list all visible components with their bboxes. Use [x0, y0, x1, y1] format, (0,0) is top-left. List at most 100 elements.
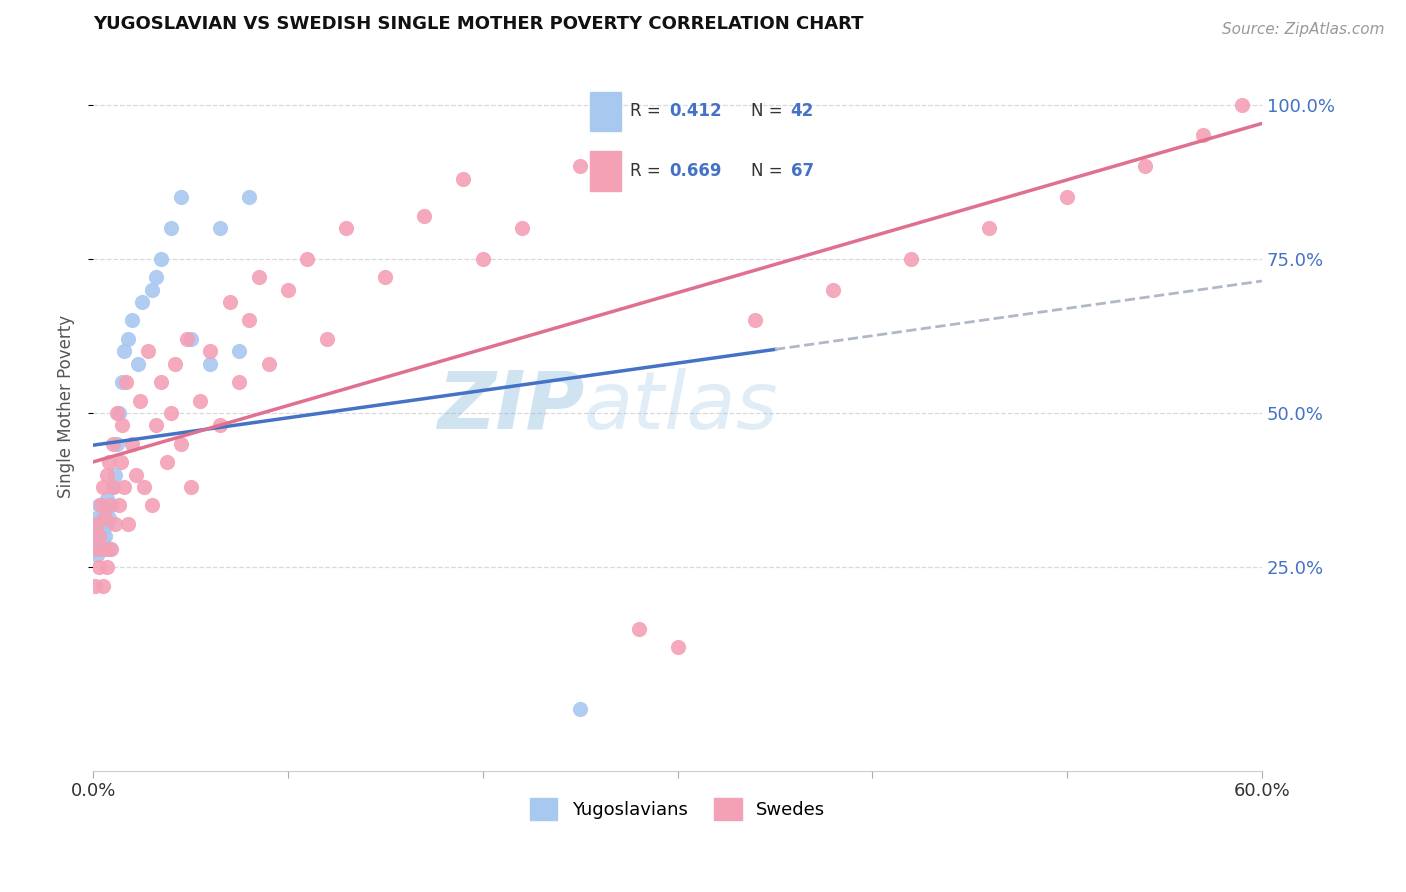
Point: [97, 511, 120, 525]
Point: [180, 480, 202, 494]
Point: [156, 455, 179, 469]
Point: [111, 375, 134, 389]
Point: [86, 516, 108, 531]
Point: [125, 467, 148, 482]
Point: [84, 541, 107, 556]
Point: [900, 252, 922, 266]
Point: [160, 406, 183, 420]
Point: [510, 221, 533, 235]
Point: [91, 480, 114, 494]
Text: Source: ZipAtlas.com: Source: ZipAtlas.com: [1222, 22, 1385, 37]
Point: [150, 375, 173, 389]
Point: [121, 437, 143, 451]
Point: [121, 313, 143, 327]
Point: [744, 313, 766, 327]
Point: [117, 332, 139, 346]
Point: [100, 499, 122, 513]
Point: [141, 283, 163, 297]
Point: [91, 579, 114, 593]
Point: [91, 511, 114, 525]
Point: [94, 505, 117, 519]
Point: [297, 252, 319, 266]
Point: [90, 541, 112, 556]
Point: [112, 344, 135, 359]
Point: [87, 560, 110, 574]
Point: [335, 221, 357, 235]
Point: [87, 529, 110, 543]
Point: [180, 332, 202, 346]
Point: [115, 375, 138, 389]
Point: [190, 393, 212, 408]
Point: [132, 480, 155, 494]
Point: [129, 393, 152, 408]
Point: [208, 221, 231, 235]
Point: [208, 418, 231, 433]
Point: [141, 499, 163, 513]
Point: [136, 344, 159, 359]
Point: [111, 418, 134, 433]
Point: [569, 702, 592, 716]
Point: [97, 541, 120, 556]
Point: [87, 499, 110, 513]
Point: [666, 640, 689, 655]
Point: [170, 190, 193, 204]
Point: [107, 406, 129, 420]
Point: [100, 541, 122, 556]
Text: atlas: atlas: [583, 368, 779, 446]
Point: [569, 159, 592, 173]
Point: [96, 560, 118, 574]
Point: [1133, 159, 1156, 173]
Point: [316, 332, 339, 346]
Point: [96, 492, 118, 507]
Point: [1192, 128, 1215, 143]
Point: [105, 406, 128, 420]
Point: [97, 499, 120, 513]
Point: [823, 283, 845, 297]
Point: [94, 529, 117, 543]
Point: [86, 511, 108, 525]
Point: [107, 499, 129, 513]
Point: [104, 467, 127, 482]
Point: [112, 480, 135, 494]
Point: [1232, 97, 1254, 112]
Y-axis label: Single Mother Poverty: Single Mother Poverty: [58, 315, 75, 499]
Point: [374, 270, 396, 285]
Point: [145, 418, 167, 433]
Point: [176, 332, 198, 346]
Point: [87, 523, 110, 537]
Point: [247, 270, 270, 285]
Text: ZIP: ZIP: [437, 368, 583, 446]
Point: [90, 516, 112, 531]
Point: [238, 313, 260, 327]
Point: [413, 209, 436, 223]
Point: [87, 535, 110, 549]
Point: [84, 516, 107, 531]
Point: [127, 357, 149, 371]
Point: [105, 437, 128, 451]
Point: [627, 622, 650, 636]
Point: [198, 357, 221, 371]
Point: [96, 467, 118, 482]
Text: YUGOSLAVIAN VS SWEDISH SINGLE MOTHER POVERTY CORRELATION CHART: YUGOSLAVIAN VS SWEDISH SINGLE MOTHER POV…: [93, 15, 863, 33]
Point: [471, 252, 494, 266]
Point: [110, 455, 132, 469]
Point: [117, 516, 139, 531]
Point: [979, 221, 1001, 235]
Point: [453, 171, 475, 186]
Point: [94, 511, 117, 525]
Point: [1056, 190, 1078, 204]
Point: [170, 437, 193, 451]
Point: [104, 516, 127, 531]
Point: [101, 437, 124, 451]
Point: [96, 516, 118, 531]
Point: [91, 535, 114, 549]
Point: [257, 357, 280, 371]
Point: [163, 357, 186, 371]
Point: [84, 579, 107, 593]
Point: [277, 283, 299, 297]
Point: [97, 455, 120, 469]
Point: [86, 548, 108, 562]
Point: [228, 375, 250, 389]
Point: [90, 499, 112, 513]
Point: [238, 190, 260, 204]
